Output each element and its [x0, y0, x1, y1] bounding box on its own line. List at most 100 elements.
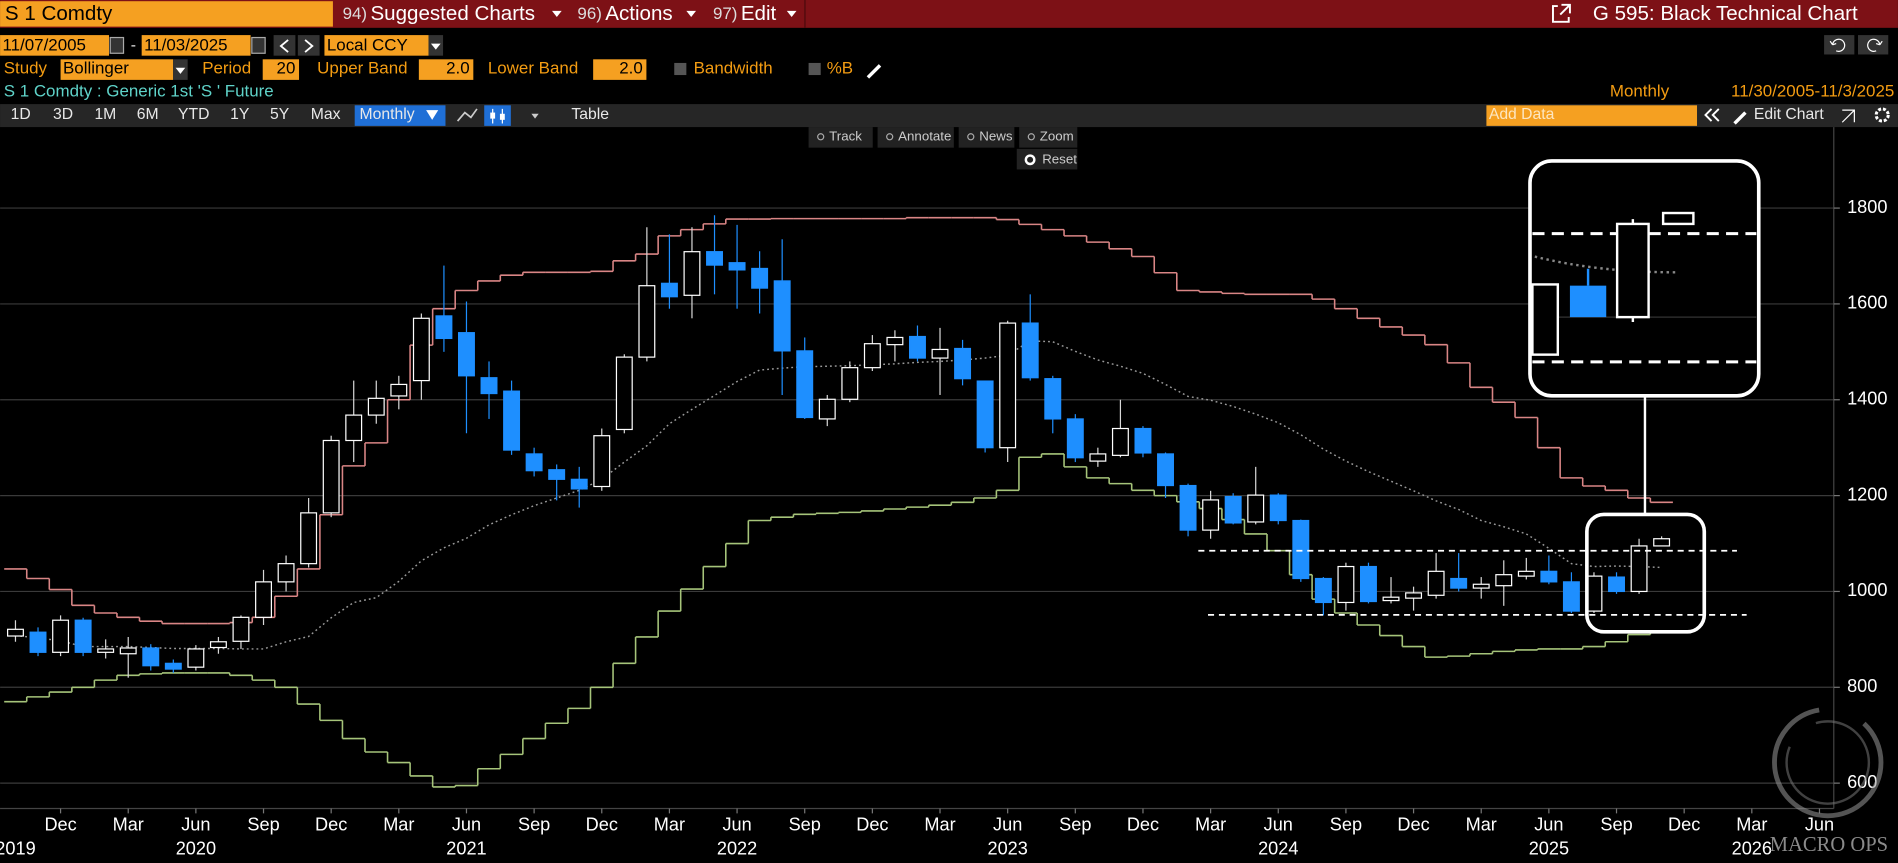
lower-band-label: Lower Band — [488, 58, 578, 77]
period-button[interactable]: 6M — [137, 106, 159, 123]
study-name[interactable]: Bollinger — [63, 58, 129, 77]
prev-icon — [279, 39, 289, 53]
candle-body — [818, 398, 836, 420]
tool-label[interactable]: Zoom — [1040, 128, 1074, 143]
candle-body — [1382, 596, 1400, 602]
tool-icon — [967, 133, 975, 141]
pencil-icon[interactable] — [866, 64, 882, 79]
candle-body — [1608, 576, 1625, 593]
tool-button[interactable] — [958, 127, 1015, 148]
reset-label[interactable]: Reset — [1042, 151, 1077, 166]
y-tick-label: 800 — [1847, 676, 1877, 696]
date-input[interactable] — [141, 35, 251, 56]
option-label[interactable]: Bandwidth — [694, 58, 773, 77]
x-tick-label: Jun — [722, 814, 751, 834]
candle-body — [1314, 577, 1332, 604]
menu-number[interactable]: 96) — [577, 4, 601, 23]
candle-body — [638, 285, 656, 358]
year-label: 2022 — [717, 838, 757, 858]
candle-body — [751, 267, 769, 289]
undo-button[interactable] — [1824, 35, 1855, 55]
launch-icon[interactable] — [1552, 3, 1571, 23]
add-data-input[interactable] — [1486, 105, 1698, 126]
period-button[interactable]: Max — [311, 106, 341, 123]
candle-body — [1224, 495, 1242, 524]
x-tick-label: Jun — [1534, 814, 1563, 834]
upper-band-input[interactable] — [418, 59, 474, 80]
candle-body — [1427, 570, 1445, 596]
candle-body — [728, 262, 746, 271]
currency[interactable]: Local CCY — [327, 35, 408, 54]
period-button[interactable]: 1M — [94, 106, 116, 123]
period-button[interactable]: YTD — [178, 106, 209, 123]
year-label: 2019 — [0, 838, 36, 858]
frequency-button-label[interactable]: Monthly — [360, 106, 415, 123]
tool-icon — [817, 133, 825, 141]
expand-icon[interactable] — [1841, 109, 1855, 123]
ticker[interactable]: S 1 Comdty — [5, 2, 113, 25]
prev-button[interactable] — [273, 35, 296, 56]
period-button[interactable]: 3D — [53, 106, 73, 123]
candle-body — [52, 619, 70, 653]
menu-number[interactable]: 94) — [343, 4, 367, 23]
inset-candle — [1615, 222, 1650, 319]
year-label: 2023 — [987, 838, 1027, 858]
ticker-input[interactable] — [0, 1, 333, 27]
menu[interactable]: Suggested Charts — [370, 2, 535, 25]
edit-chart[interactable]: Edit Chart — [1754, 106, 1825, 123]
checkbox[interactable] — [808, 62, 821, 76]
plot-area — [0, 207, 1834, 788]
tool-icon — [886, 133, 894, 141]
menu[interactable]: Actions — [605, 2, 672, 25]
tool-label[interactable]: News — [979, 128, 1013, 143]
currency-input[interactable] — [324, 35, 429, 56]
collapse-icon[interactable] — [1704, 108, 1720, 122]
dropdown-icon — [551, 10, 562, 17]
candle-button[interactable] — [484, 105, 511, 126]
lower-band[interactable]: 2.0 — [619, 58, 643, 77]
redo-button[interactable] — [1857, 35, 1889, 55]
line-icon[interactable] — [456, 108, 478, 122]
x-tick-label: Dec — [586, 814, 618, 834]
end-date[interactable]: 11/03/2025 — [144, 35, 228, 54]
x-tick-label: Mar — [1736, 814, 1767, 834]
function-title: G 595: Black Technical Chart — [1593, 2, 1858, 25]
next-button[interactable] — [297, 35, 320, 56]
period[interactable]: 20 — [277, 58, 296, 77]
add-data[interactable]: Add Data — [1489, 106, 1555, 123]
calendar-icon[interactable] — [251, 36, 266, 54]
candle-body — [548, 469, 566, 480]
lower-band-input[interactable] — [593, 59, 647, 80]
settings-icon[interactable] — [1874, 107, 1890, 123]
checkbox[interactable] — [674, 62, 687, 76]
period-button[interactable]: 1D — [11, 106, 31, 123]
candle-body — [1472, 583, 1490, 589]
period-range: 11/30/2005-11/3/2025 — [1731, 81, 1894, 100]
period-button[interactable]: 1Y — [230, 106, 250, 123]
dropdown-icon — [531, 113, 539, 119]
table-button[interactable]: Table — [571, 106, 609, 123]
period-button[interactable]: 5Y — [270, 106, 290, 123]
tool-button[interactable] — [877, 127, 954, 148]
inset-midline — [1534, 255, 1677, 274]
start-date[interactable]: 11/07/2005 — [2, 35, 86, 54]
candle-body — [1044, 378, 1062, 420]
candle-body — [480, 377, 498, 395]
candle-body — [931, 348, 949, 359]
menu[interactable]: Edit — [741, 2, 777, 25]
upper-band[interactable]: 2.0 — [446, 58, 470, 77]
menu-number[interactable]: 97) — [713, 4, 737, 23]
study-input[interactable] — [60, 59, 174, 80]
candle-body — [570, 478, 588, 490]
tool-label[interactable]: Annotate — [898, 128, 951, 143]
option-label[interactable]: %B — [827, 58, 853, 77]
x-tick-label: Mar — [383, 814, 414, 834]
tool-button[interactable] — [1019, 127, 1078, 148]
date-input[interactable] — [0, 35, 109, 56]
calendar-icon[interactable] — [109, 36, 125, 54]
tool-label[interactable]: Track — [829, 128, 862, 143]
frequency-button[interactable] — [354, 105, 446, 126]
tool-button[interactable] — [808, 127, 873, 148]
period-input[interactable] — [262, 59, 300, 80]
